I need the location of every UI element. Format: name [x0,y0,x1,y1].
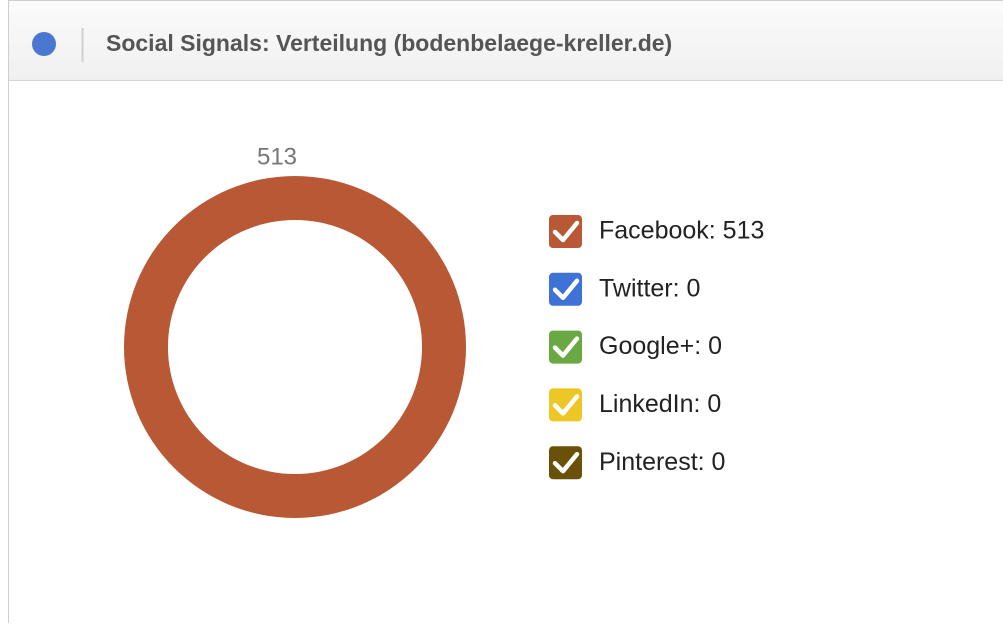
legend-label[interactable]: LinkedIn: 0 [599,390,721,418]
legend-label[interactable]: Pinterest: 0 [599,448,725,476]
legend-label[interactable]: Google+: 0 [599,332,722,360]
panel-title: Social Signals: Verteilung (bodenbelaege… [106,30,672,56]
slice-label: 513 [257,143,297,170]
status-dot [32,32,56,56]
legend-label[interactable]: Twitter: 0 [599,274,700,302]
legend-label[interactable]: Facebook: 513 [599,217,764,245]
